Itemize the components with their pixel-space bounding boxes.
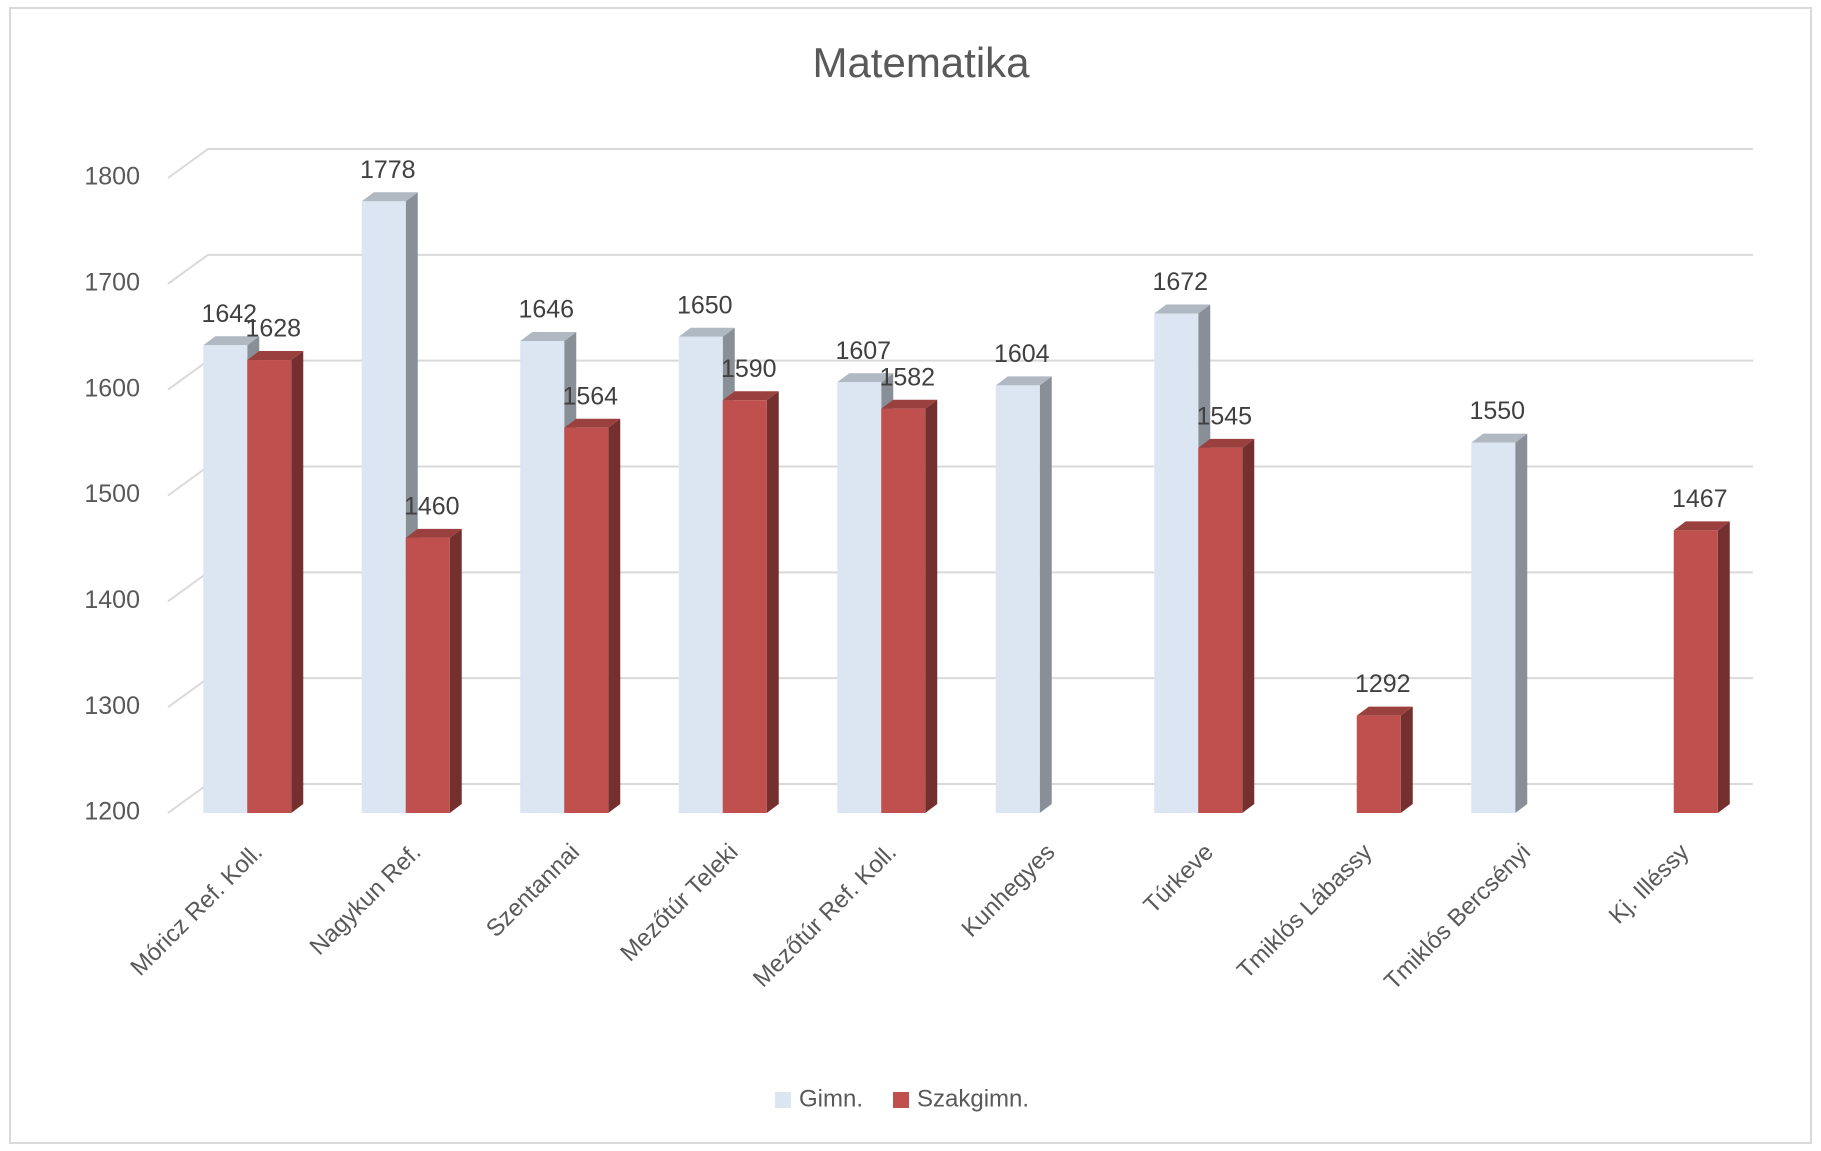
bar (361, 201, 406, 814)
bar-top (361, 192, 418, 202)
bar-top (722, 391, 779, 401)
bar (405, 537, 450, 813)
bar-top (1673, 521, 1730, 531)
bar-top (995, 376, 1052, 386)
bar-side (1242, 438, 1255, 813)
bar-top (881, 399, 938, 409)
bar (247, 360, 292, 813)
data-label: 1650 (677, 291, 733, 319)
bar-top (247, 351, 304, 361)
data-label: 1642 (201, 300, 257, 328)
bar (203, 345, 248, 813)
legend-swatch (775, 1092, 791, 1108)
bar (1471, 442, 1516, 813)
bar-side (925, 399, 938, 813)
y-tick-label: 1600 (84, 374, 140, 402)
bar (564, 427, 609, 813)
bar-top (837, 373, 894, 383)
y-tick-label: 1700 (84, 268, 140, 296)
grid-line (167, 253, 1753, 285)
bar (1356, 715, 1401, 813)
bar-side (1039, 376, 1052, 813)
y-tick-label: 1800 (84, 163, 140, 191)
chart-title: Matematika (812, 39, 1030, 86)
data-label: 1545 (1196, 402, 1252, 430)
legend-label: Gimn. (799, 1085, 863, 1112)
bar-top (1198, 438, 1255, 448)
bar-top (405, 528, 462, 538)
bar (1198, 447, 1243, 813)
bar (520, 340, 565, 813)
bar-top (1154, 304, 1211, 314)
data-label: 1778 (360, 156, 416, 184)
y-tick-label: 1500 (84, 480, 140, 508)
bar-top (520, 331, 577, 341)
data-label: 1628 (245, 315, 301, 343)
data-label: 1646 (518, 296, 574, 324)
grid-line (167, 148, 1753, 179)
data-label: 1607 (835, 337, 891, 365)
data-label: 1467 (1672, 485, 1728, 513)
bar (1154, 313, 1199, 813)
bar (995, 385, 1040, 813)
y-tick-label: 1400 (84, 586, 140, 614)
data-label: 1550 (1469, 397, 1525, 425)
bar-side (608, 418, 621, 813)
bar-side (449, 528, 462, 813)
bar-side (1400, 706, 1413, 813)
legend-swatch (893, 1092, 910, 1108)
bar (722, 400, 767, 813)
bar-side (766, 391, 779, 813)
bar-top (564, 418, 621, 428)
y-tick-label: 1200 (84, 798, 140, 826)
bar-top (1356, 706, 1413, 716)
bar-side (291, 351, 304, 813)
bar (678, 336, 723, 813)
data-label: 1460 (404, 492, 460, 520)
data-label: 1564 (562, 382, 618, 410)
data-label: 1582 (879, 363, 935, 391)
bar-top (1471, 433, 1528, 443)
legend-label: Szakgimn. (917, 1085, 1029, 1112)
bar-top (203, 336, 260, 346)
data-label: 1604 (994, 340, 1050, 368)
bar (837, 382, 882, 813)
data-label: 1292 (1355, 670, 1411, 698)
bar-side (1515, 433, 1528, 813)
data-label: 1590 (721, 355, 777, 383)
bar (1673, 530, 1718, 813)
bar-top (678, 327, 735, 337)
y-tick-label: 1300 (84, 692, 140, 720)
bar (881, 408, 926, 813)
data-label: 1672 (1152, 268, 1208, 296)
bar-side (1717, 521, 1730, 813)
